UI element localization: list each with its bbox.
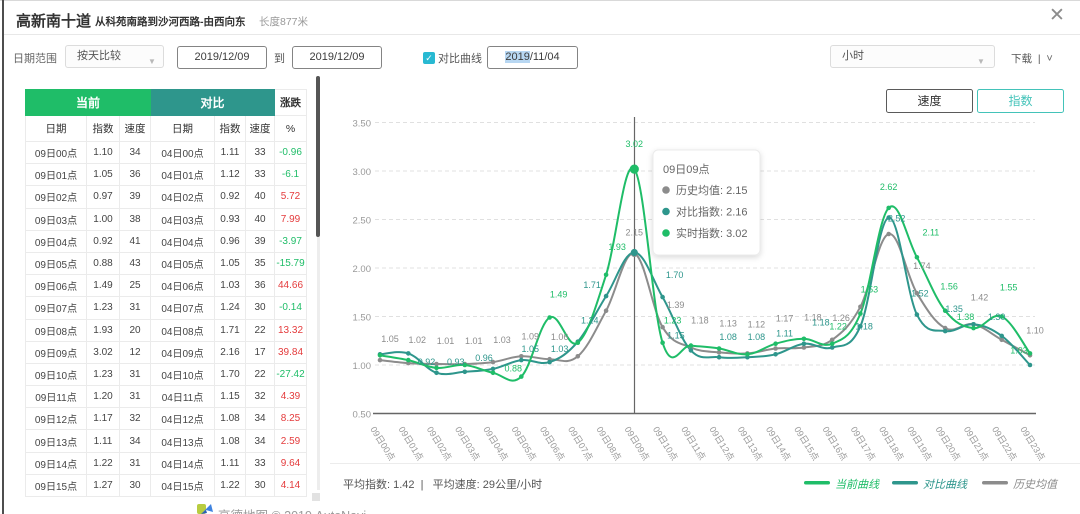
- svg-text:09日07点: 09日07点: [566, 425, 595, 463]
- svg-text:1.01: 1.01: [465, 336, 483, 346]
- svg-text:09日23点: 09日23点: [1018, 425, 1047, 463]
- svg-text:1.09: 1.09: [522, 331, 540, 341]
- svg-text:1.49: 1.49: [550, 290, 568, 300]
- svg-text:1.18: 1.18: [804, 313, 822, 323]
- svg-text:1.06: 1.06: [551, 332, 569, 342]
- svg-text:1.00: 1.00: [353, 361, 372, 372]
- svg-text:1.03: 1.03: [1010, 345, 1028, 355]
- svg-text:1.05: 1.05: [381, 334, 399, 344]
- svg-text:1.18: 1.18: [812, 318, 830, 328]
- svg-text:当前曲线: 当前曲线: [835, 478, 880, 491]
- svg-text:09日16点: 09日16点: [821, 425, 850, 463]
- svg-text:09日04点: 09日04点: [481, 425, 510, 463]
- svg-text:2.62: 2.62: [880, 182, 898, 192]
- svg-text:1.17: 1.17: [776, 314, 794, 324]
- svg-text:0.50: 0.50: [353, 410, 372, 421]
- svg-text:1.52: 1.52: [911, 289, 929, 299]
- svg-text:1.13: 1.13: [719, 318, 737, 328]
- svg-text:09日20点: 09日20点: [934, 425, 963, 463]
- svg-text:1.38: 1.38: [957, 312, 975, 322]
- svg-text:0.92: 0.92: [418, 357, 436, 367]
- svg-text:1.12: 1.12: [748, 319, 766, 329]
- svg-text:3.02: 3.02: [626, 139, 644, 149]
- svg-text:2.50: 2.50: [353, 216, 372, 227]
- svg-text:09日10点: 09日10点: [651, 425, 680, 463]
- svg-text:对比指数: 2.16: 对比指数: 2.16: [676, 205, 748, 219]
- svg-text:09日17点: 09日17点: [849, 425, 878, 463]
- svg-text:1.53: 1.53: [861, 285, 879, 295]
- svg-text:1.05: 1.05: [522, 344, 540, 354]
- svg-text:1.18: 1.18: [691, 316, 709, 326]
- svg-text:09日00点: 09日00点: [368, 425, 397, 463]
- svg-text:1.24: 1.24: [581, 316, 599, 326]
- svg-text:对比曲线: 对比曲线: [923, 478, 968, 491]
- svg-text:09日06点: 09日06点: [538, 425, 567, 463]
- svg-text:09日02点: 09日02点: [425, 425, 454, 463]
- svg-text:09日15点: 09日15点: [792, 425, 821, 463]
- svg-text:2.00: 2.00: [353, 264, 372, 275]
- svg-text:1.26: 1.26: [832, 313, 850, 323]
- svg-text:1.71: 1.71: [583, 280, 601, 290]
- svg-text:1.30: 1.30: [988, 312, 1006, 322]
- svg-text:1.03: 1.03: [493, 335, 511, 345]
- svg-text:09日11点: 09日11点: [679, 425, 707, 462]
- svg-text:历史均值: 历史均值: [1013, 478, 1059, 491]
- svg-text:09日05点: 09日05点: [510, 425, 539, 463]
- svg-text:09日21点: 09日21点: [962, 425, 991, 463]
- svg-text:1.08: 1.08: [748, 332, 766, 342]
- svg-text:1.93: 1.93: [608, 242, 626, 252]
- svg-text:2.52: 2.52: [888, 214, 906, 224]
- svg-text:1.55: 1.55: [1000, 283, 1018, 293]
- svg-text:1.56: 1.56: [940, 282, 958, 292]
- svg-text:09日13点: 09日13点: [736, 425, 765, 463]
- svg-text:1.15: 1.15: [667, 330, 685, 340]
- svg-text:2.11: 2.11: [922, 227, 939, 237]
- svg-text:1.11: 1.11: [776, 328, 793, 338]
- svg-text:1.18: 1.18: [855, 322, 873, 332]
- svg-text:平均指数: 1.42 | 平均速度: 29公里/小时: 平均指数: 1.42 | 平均速度: 29公里/小时: [343, 477, 542, 491]
- svg-text:09日22点: 09日22点: [990, 425, 1019, 463]
- svg-text:3.50: 3.50: [353, 119, 372, 130]
- svg-text:1.22: 1.22: [829, 322, 847, 332]
- svg-text:09日09点: 09日09点: [623, 425, 652, 463]
- svg-text:09日19点: 09日19点: [905, 425, 934, 463]
- svg-text:1.35: 1.35: [945, 304, 963, 314]
- svg-text:1.23: 1.23: [664, 316, 682, 326]
- svg-text:0.88: 0.88: [505, 364, 523, 374]
- svg-text:历史均值: 2.15: 历史均值: 2.15: [676, 184, 748, 197]
- svg-text:1.03: 1.03: [551, 344, 569, 354]
- svg-text:1.50: 1.50: [353, 313, 372, 324]
- svg-text:09日03点: 09日03点: [453, 425, 482, 463]
- svg-text:1.70: 1.70: [666, 270, 684, 280]
- svg-text:2.15: 2.15: [626, 228, 644, 238]
- svg-text:09日08点: 09日08点: [594, 425, 623, 463]
- svg-text:1.39: 1.39: [667, 300, 685, 310]
- svg-text:09日12点: 09日12点: [707, 425, 736, 463]
- svg-text:实时指数: 3.02: 实时指数: 3.02: [676, 226, 748, 240]
- svg-text:1.08: 1.08: [719, 332, 737, 342]
- svg-text:1.74: 1.74: [913, 261, 931, 271]
- svg-text:09日14点: 09日14点: [764, 425, 793, 463]
- svg-text:09日18点: 09日18点: [877, 425, 906, 463]
- svg-text:0.93: 0.93: [447, 357, 465, 367]
- svg-text:1.42: 1.42: [971, 292, 989, 302]
- svg-text:0.96: 0.96: [475, 353, 493, 363]
- svg-text:1.10: 1.10: [1026, 325, 1044, 335]
- svg-text:1.02: 1.02: [409, 335, 427, 345]
- svg-text:3.00: 3.00: [353, 167, 372, 178]
- svg-text:1.01: 1.01: [437, 336, 455, 346]
- svg-text:09日01点: 09日01点: [397, 425, 426, 463]
- svg-text:09日09点: 09日09点: [663, 163, 709, 176]
